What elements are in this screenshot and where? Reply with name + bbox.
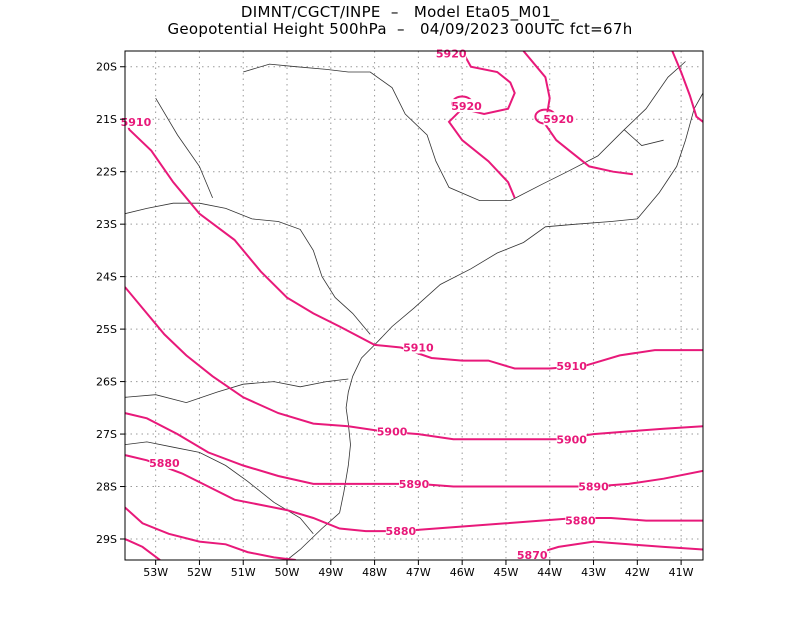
contour-line-5920-east [522, 51, 634, 176]
contour-label-5920-island-a-0-bg [451, 99, 482, 113]
contour-label-5900-0-bg [377, 424, 408, 438]
contour-label-5870-0: 5870 [517, 549, 548, 562]
tick-label-x: 52W [187, 566, 212, 579]
title-block: DIMNT/CGCT/INPE – Model Eta05_M01_ Geopo… [0, 4, 800, 38]
contour-line-5920-ne-corner [671, 51, 703, 123]
contour-label-5890-0: 5890 [399, 478, 430, 491]
contour-label-5920-island-b-0-bg [543, 112, 574, 126]
contour-label-5880-south-2: 5880 [565, 515, 596, 528]
map-line-border-mg-es [623, 129, 664, 146]
contour-label-5910-main-0: 5910 [121, 116, 152, 129]
tick-label-y: 20S [96, 61, 117, 74]
contour-label-5890-1: 5890 [578, 481, 609, 494]
contour-line-5890 [125, 412, 703, 488]
tick-label-x: 46W [450, 566, 475, 579]
contour-label-5880-south-2-bg [565, 513, 596, 527]
chart-title: DIMNT/CGCT/INPE – Model Eta05_M01_ [240, 3, 560, 21]
tick-label-x: 42W [625, 566, 650, 579]
tick-label-y: 22S [96, 166, 117, 179]
plot-frame [124, 50, 704, 561]
tick-label-y: 28S [96, 481, 117, 494]
tick-label-x: 44W [537, 566, 562, 579]
tick-label-x: 47W [406, 566, 431, 579]
contour-label-5870-0-bg [517, 547, 548, 561]
tick-label-y: 27S [96, 428, 117, 441]
contour-label-layer: 5910 5910 5910 5900 5900 5890 5890 5880 5880 5880… [120, 46, 609, 562]
contour-label-5880-south-0-bg [149, 455, 180, 469]
map-line-border-pr-sc [125, 378, 349, 404]
contour-line-5870-east [531, 540, 703, 556]
contour-label-5920-top-label-0: 5920 [436, 48, 467, 61]
contour-line-5870 [125, 506, 296, 560]
contour-line-5910-main [125, 118, 703, 370]
contour-label-5900-1: 5900 [556, 433, 587, 446]
contour-label-5880-south-1: 5880 [386, 525, 417, 538]
tick-label-x: 53W [143, 566, 168, 579]
contour-label-5920-island-b-0: 5920 [543, 113, 574, 126]
map-line-border-parana-sp [125, 202, 371, 335]
map-line-border-mg-sp [243, 63, 511, 201]
tick-label-y: 24S [96, 271, 117, 284]
contour-label-5920-top-label-0-bg [436, 46, 467, 60]
contour-line-5880-south [125, 454, 703, 533]
contour-label-5910-main-2-bg [556, 358, 587, 372]
contour-label-5910-main-2: 5910 [556, 360, 587, 373]
contour-label-5900-1-bg [556, 432, 587, 446]
tick-label-x: 49W [318, 566, 343, 579]
contour-label-5890-1-bg [578, 479, 609, 493]
tick-label-x: 43W [581, 566, 606, 579]
contour-label-5900-0: 5900 [377, 425, 408, 438]
tick-label-y: 21S [96, 113, 117, 126]
contour-label-5890-0-bg [399, 476, 429, 490]
map-line-border-ms-sp [155, 97, 213, 199]
contour-line-5900 [125, 286, 703, 441]
contour-line-5860-sw [125, 538, 161, 560]
axis-tick-layer: 53W 52W 51W 50W 49W 48W 47W 46W 45W 44W 43W 42W 41W 2… [96, 61, 694, 579]
chart-subtitle: Geopotential Height 500hPa – 04/09/2023 … [167, 20, 633, 38]
contour-label-5910-main-1: 5910 [403, 341, 434, 354]
contour-label-5880-south-0: 5880 [149, 457, 180, 470]
tick-label-x: 51W [231, 566, 256, 579]
tick-label-x: 41W [669, 566, 694, 579]
map-line-border-sc-rs [125, 441, 314, 535]
tick-label-x: 50W [275, 566, 300, 579]
tick-label-y: 25S [96, 323, 117, 336]
tick-label-y: 26S [96, 376, 117, 389]
map-line-coastline [339, 92, 703, 513]
contour-label-5910-main-0-bg [120, 114, 151, 128]
contour-label-5880-south-1-bg [385, 524, 416, 538]
map-line-coastline-south [286, 512, 340, 560]
tick-label-y: 23S [96, 218, 117, 231]
contour-label-5920-island-a-0: 5920 [451, 100, 482, 113]
tick-label-x: 45W [494, 566, 519, 579]
contour-label-5910-main-1-bg [403, 340, 434, 354]
tick-label-x: 48W [362, 566, 387, 579]
tick-label-y: 29S [96, 533, 117, 546]
contour-line-5920-north [447, 51, 516, 199]
map-layer [125, 61, 703, 560]
map-line-border-mg-rj [510, 61, 686, 201]
